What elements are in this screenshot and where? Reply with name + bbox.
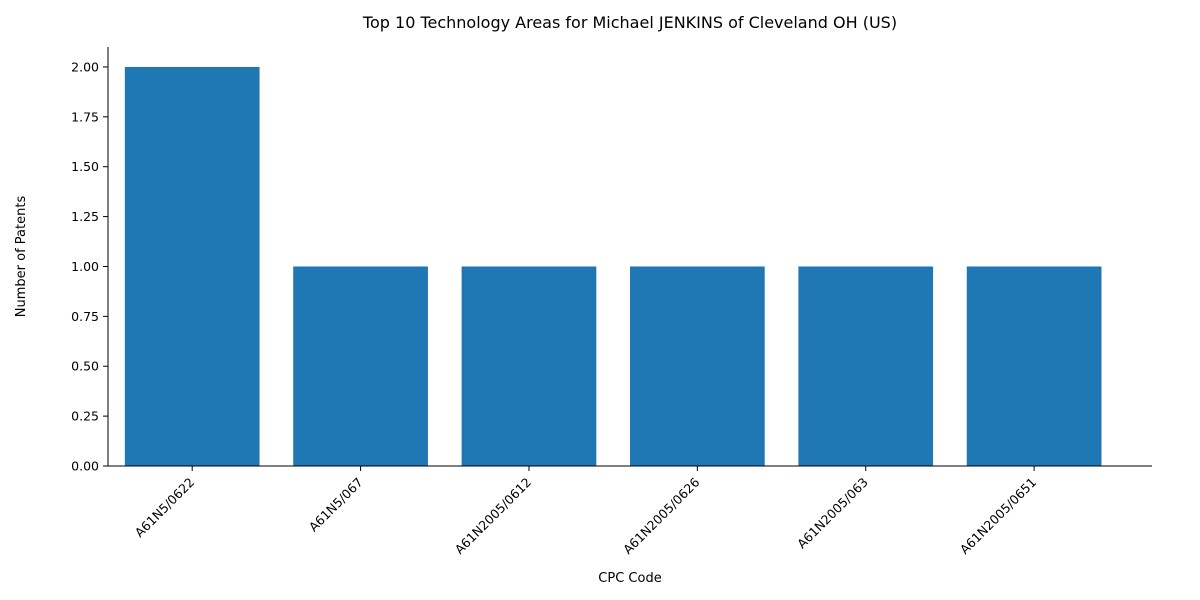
y-tick-label: 0.00 [71,459,99,474]
x-tick-label: A61N2005/0626 [620,474,703,557]
y-tick-label: 1.75 [71,109,99,124]
bar-4 [798,266,933,466]
bars-group [125,67,1102,466]
y-tick-label: 0.75 [71,309,99,324]
bar-3 [630,266,765,466]
bar-5 [967,266,1102,466]
x-tick-label: A61N2005/0651 [957,475,1039,557]
y-axis-label: Number of Patents [14,196,29,318]
y-tick-label: 0.25 [71,409,99,424]
y-tick-label: 0.50 [71,359,99,374]
y-tick-label: 1.00 [71,259,99,274]
y-tick-label: 1.50 [71,159,99,174]
x-tick-label: A61N2005/0612 [452,475,534,557]
bar-1 [293,266,428,466]
y-tick-label: 1.25 [71,209,99,224]
x-axis-label: CPC Code [598,571,661,586]
bar-0 [125,67,260,466]
x-axis-ticks: A61N5/0622 A61N5/067 A61N2005/0612 A61N2005… [132,466,1040,557]
bar-2 [462,266,597,466]
y-axis-ticks: 0.00 0.25 0.50 0.75 1.00 1.25 1.50 1.75 2.00 [71,59,108,473]
y-tick-label: 2.00 [71,59,99,74]
x-tick-label: A61N5/067 [306,475,366,535]
chart-title: Top 10 Technology Areas for Michael JENK… [362,13,897,32]
x-tick-label: A61N5/0622 [132,475,198,541]
x-tick-label: A61N2005/063 [794,475,871,552]
